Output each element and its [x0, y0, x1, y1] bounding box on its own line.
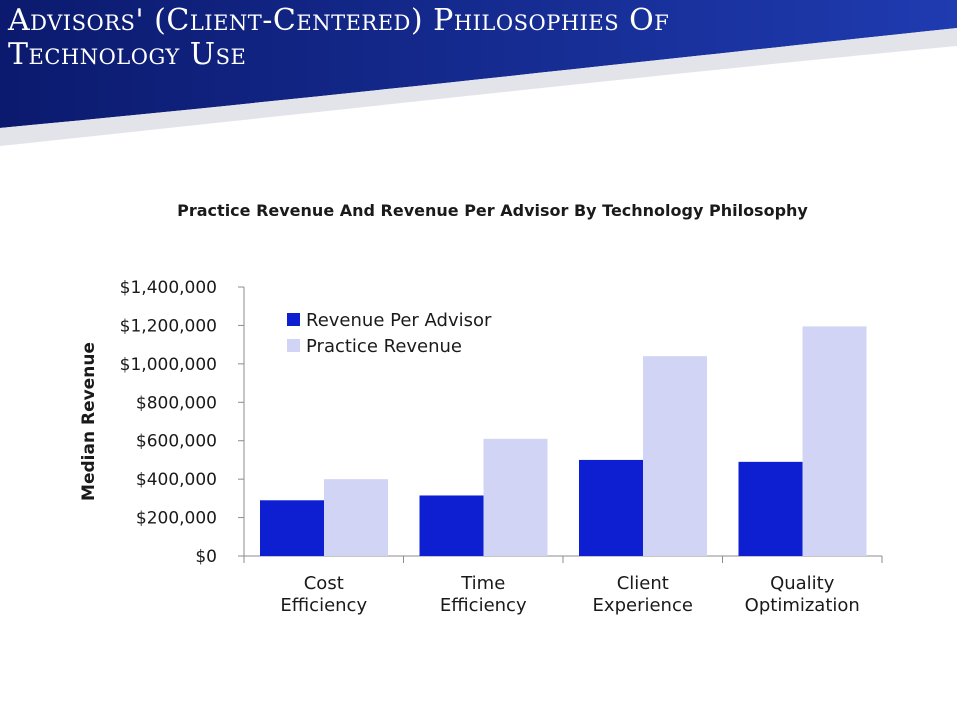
x-tick-label: Efficiency: [440, 595, 527, 616]
y-tick-label: $200,000: [136, 509, 217, 529]
legend-label: Practice Revenue: [306, 336, 462, 357]
x-tick-label: Time: [460, 573, 505, 594]
y-tick-label: $1,000,000: [120, 355, 217, 375]
x-tick-label: Quality: [770, 573, 835, 594]
bar-practice-revenue: [802, 326, 867, 556]
x-tick-label: Efficiency: [280, 595, 367, 616]
y-tick-label: $600,000: [136, 432, 217, 452]
y-tick-label: $1,200,000: [120, 316, 217, 336]
legend-swatch: [287, 313, 300, 326]
slide-title-line2: Technology Use: [8, 37, 247, 72]
slide-title-line1: Advisors' (Client-Centered) Philosophies…: [8, 3, 670, 38]
bar-practice-revenue: [324, 479, 388, 556]
bar-revenue-per-advisor: [738, 461, 803, 556]
bar-revenue-per-advisor: [419, 495, 484, 556]
y-tick-label: $400,000: [136, 470, 217, 490]
x-tick-label: Cost: [304, 573, 344, 594]
bar-revenue-per-advisor: [260, 500, 324, 556]
banner-swoosh: [0, 28, 957, 146]
y-tick-label: $1,400,000: [120, 278, 217, 298]
banner-background: [0, 0, 957, 128]
title-banner: [0, 0, 957, 146]
y-tick-label: $800,000: [136, 393, 217, 413]
legend-swatch: [287, 339, 300, 352]
chart-title: Practice Revenue And Revenue Per Advisor…: [177, 201, 808, 220]
slide-title: Advisors' (Client-Centered) Philosophies…: [8, 4, 669, 72]
legend-label: Revenue Per Advisor: [306, 310, 492, 331]
bar-practice-revenue: [483, 438, 548, 556]
bar-practice-revenue: [643, 356, 707, 556]
x-tick-label: Client: [617, 573, 669, 594]
x-tick-label: Optimization: [745, 595, 860, 616]
bar-revenue-per-advisor: [579, 459, 643, 556]
y-axis-title: Median Revenue: [79, 342, 99, 501]
y-tick-label: $0: [195, 547, 217, 567]
x-tick-label: Experience: [593, 595, 693, 616]
